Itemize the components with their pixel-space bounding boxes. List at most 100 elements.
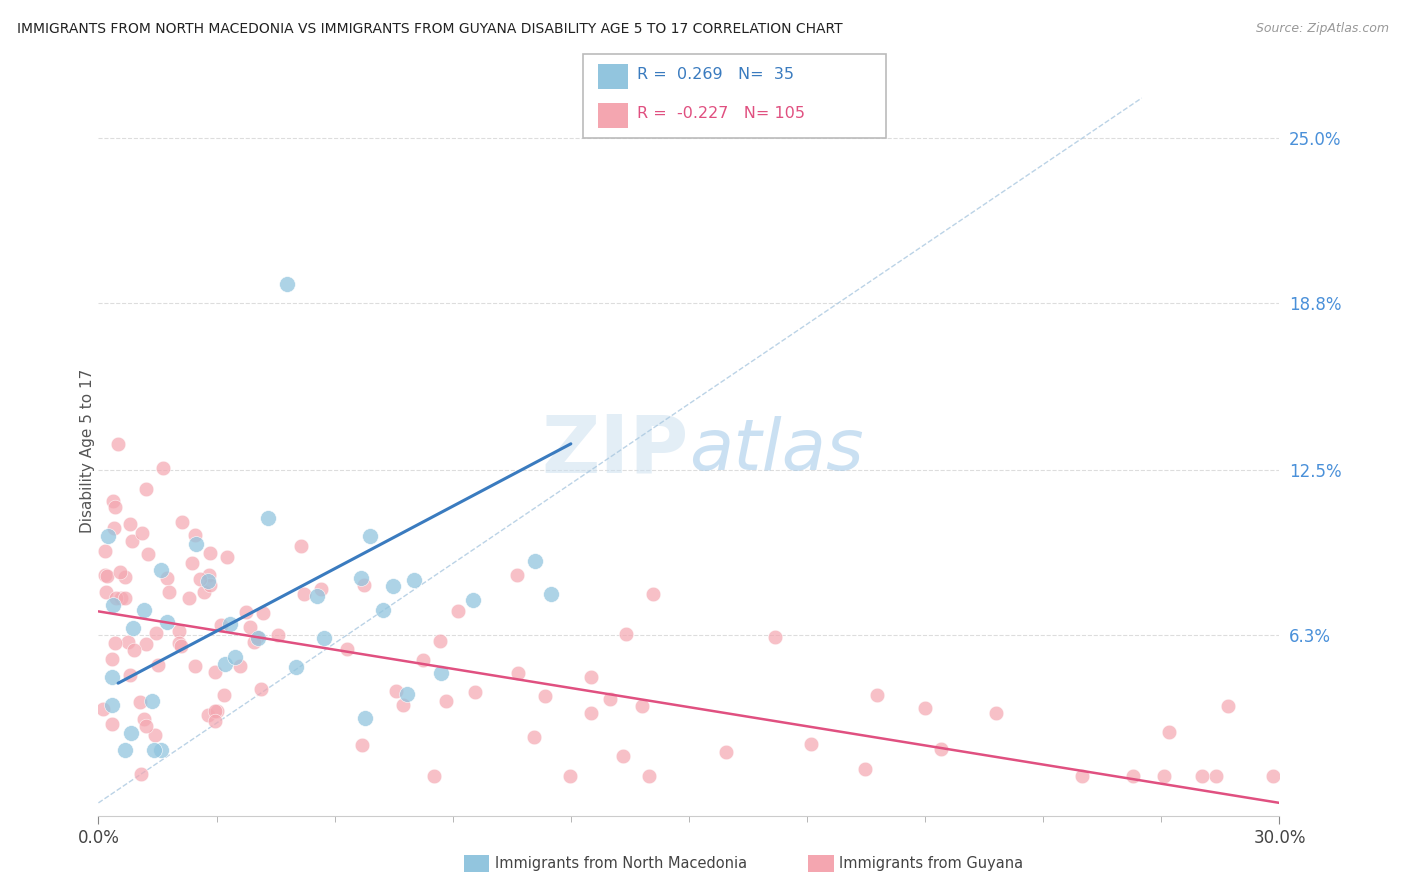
- Point: [214, 688, 236, 702]
- Point: [309, 582, 332, 596]
- Point: [224, 650, 246, 665]
- Point: [1205, 769, 1227, 783]
- Point: [214, 657, 236, 672]
- Point: [167, 636, 190, 650]
- Point: [157, 584, 180, 599]
- Point: [579, 669, 602, 683]
- Point: [218, 617, 240, 632]
- Point: [120, 667, 142, 681]
- Point: [423, 769, 446, 783]
- Point: [146, 658, 169, 673]
- Point: [204, 665, 226, 680]
- Point: [359, 529, 381, 543]
- Point: [135, 482, 157, 496]
- Point: [229, 658, 252, 673]
- Text: ZIP: ZIP: [541, 411, 689, 490]
- Point: [193, 584, 215, 599]
- Point: [118, 516, 141, 531]
- Point: [110, 591, 132, 605]
- Point: [197, 708, 219, 723]
- Point: [612, 749, 634, 764]
- Point: [614, 626, 637, 640]
- Point: [122, 642, 145, 657]
- Point: [540, 586, 562, 600]
- Point: [204, 714, 226, 728]
- Point: [205, 704, 228, 718]
- Point: [188, 572, 211, 586]
- Point: [104, 500, 127, 515]
- Point: [100, 670, 122, 684]
- Point: [129, 695, 152, 709]
- Point: [131, 525, 153, 540]
- Point: [96, 568, 118, 582]
- Point: [246, 631, 269, 645]
- Point: [373, 603, 395, 617]
- Point: [184, 527, 207, 541]
- Point: [145, 626, 167, 640]
- Point: [914, 701, 936, 715]
- Point: [97, 529, 120, 543]
- Point: [429, 665, 451, 680]
- Point: [183, 659, 205, 673]
- Point: [135, 718, 157, 732]
- Point: [117, 635, 139, 649]
- Point: [101, 698, 124, 713]
- Point: [305, 589, 328, 603]
- Point: [121, 534, 143, 549]
- Point: [120, 725, 142, 739]
- Point: [101, 493, 124, 508]
- Point: [152, 461, 174, 475]
- Point: [235, 605, 257, 619]
- Point: [1070, 769, 1092, 783]
- Point: [352, 739, 374, 753]
- Point: [336, 642, 359, 657]
- Point: [135, 637, 157, 651]
- Point: [94, 544, 117, 558]
- Point: [402, 573, 425, 587]
- Point: [96, 585, 118, 599]
- Point: [984, 706, 1007, 720]
- Point: [242, 635, 264, 649]
- Point: [107, 437, 129, 451]
- Point: [246, 630, 269, 644]
- Point: [853, 762, 876, 776]
- Point: [252, 606, 274, 620]
- Point: [1153, 769, 1175, 783]
- Point: [461, 592, 484, 607]
- Point: [177, 591, 200, 606]
- Point: [464, 685, 486, 699]
- Point: [382, 579, 405, 593]
- Point: [94, 568, 117, 582]
- Point: [412, 653, 434, 667]
- Point: [143, 728, 166, 742]
- Point: [350, 571, 373, 585]
- Point: [284, 660, 307, 674]
- Point: [866, 688, 889, 702]
- Point: [101, 598, 124, 612]
- Point: [132, 603, 155, 617]
- Point: [290, 540, 312, 554]
- Point: [122, 622, 145, 636]
- Text: atlas: atlas: [689, 416, 863, 485]
- Point: [149, 563, 172, 577]
- Point: [217, 549, 239, 564]
- Point: [637, 769, 659, 783]
- Point: [167, 624, 190, 638]
- Point: [104, 636, 127, 650]
- Point: [198, 545, 221, 559]
- Point: [799, 738, 821, 752]
- Point: [101, 717, 124, 731]
- Point: [141, 694, 163, 708]
- Point: [114, 591, 136, 605]
- Point: [114, 570, 136, 584]
- Point: [156, 615, 179, 630]
- Point: [599, 691, 621, 706]
- Point: [384, 683, 406, 698]
- Point: [170, 515, 193, 529]
- Point: [103, 521, 125, 535]
- Text: IMMIGRANTS FROM NORTH MACEDONIA VS IMMIGRANTS FROM GUYANA DISABILITY AGE 5 TO 17: IMMIGRANTS FROM NORTH MACEDONIA VS IMMIG…: [17, 22, 842, 37]
- Point: [765, 630, 787, 644]
- Point: [534, 689, 557, 703]
- Point: [134, 712, 156, 726]
- Point: [292, 587, 315, 601]
